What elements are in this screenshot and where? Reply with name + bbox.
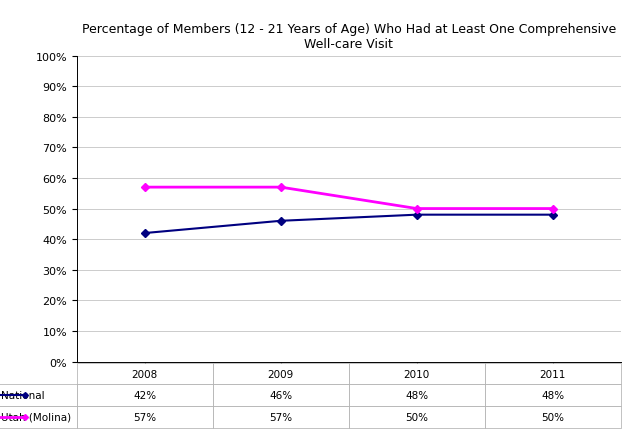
Title: Percentage of Members (12 - 21 Years of Age) Who Had at Least One Comprehensive
: Percentage of Members (12 - 21 Years of …: [82, 23, 616, 51]
